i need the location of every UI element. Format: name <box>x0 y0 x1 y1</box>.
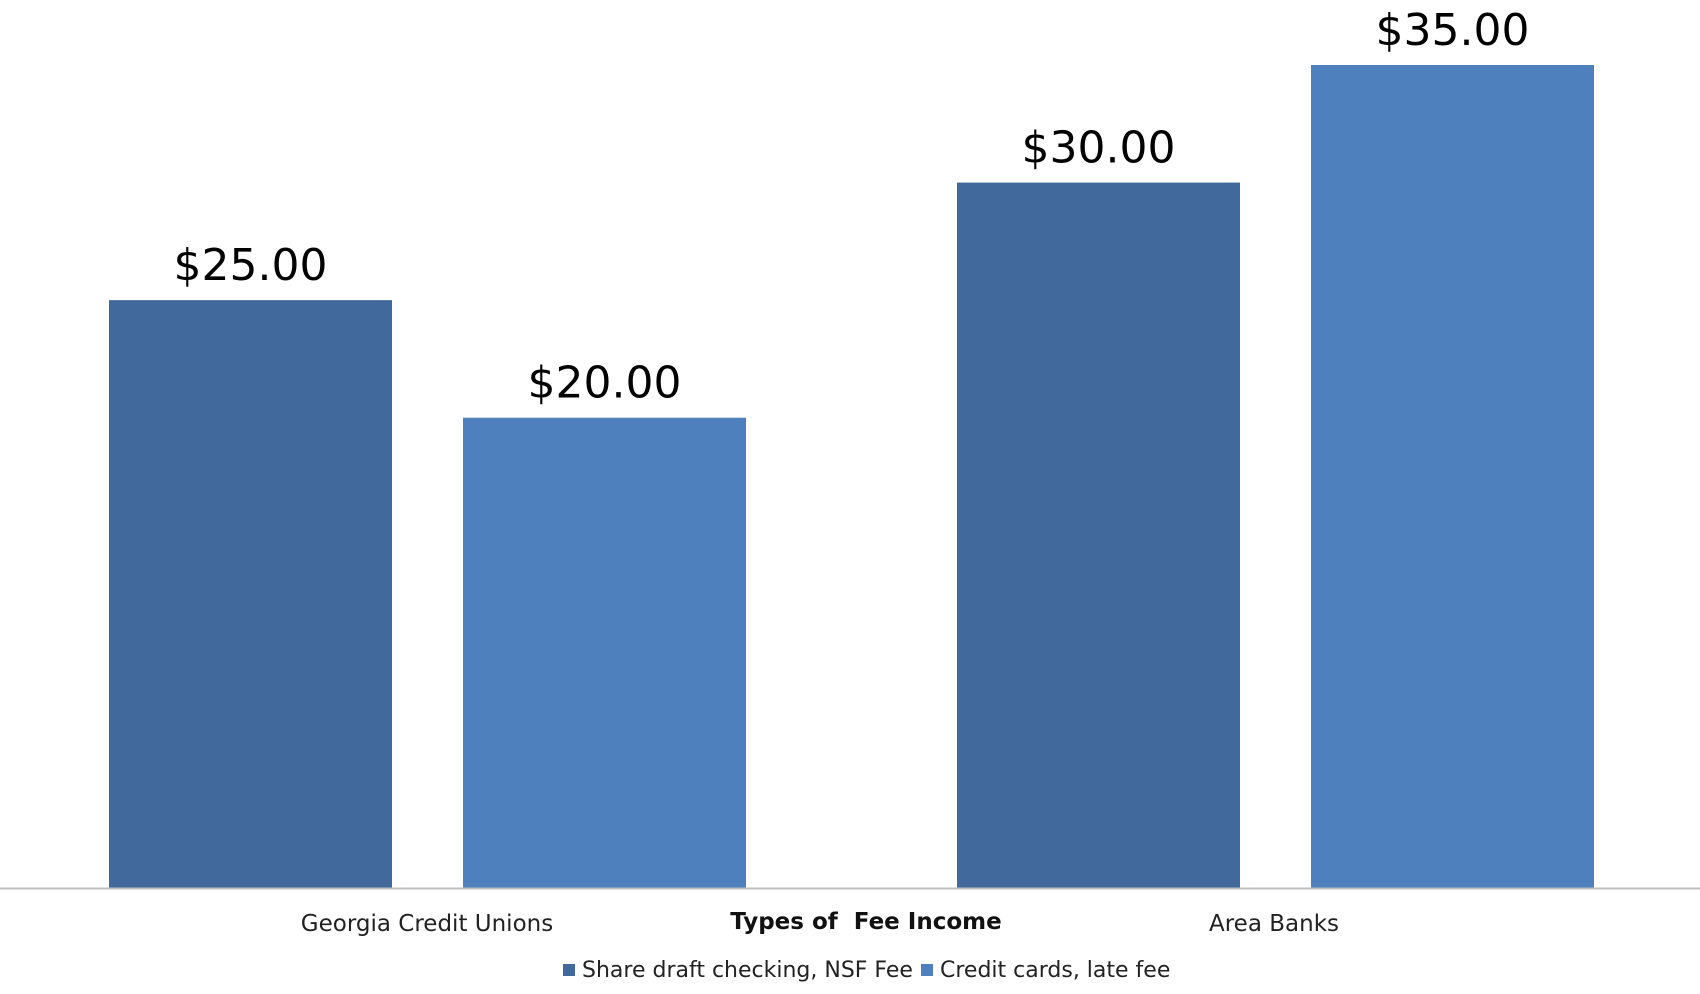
data-label-2-2: $35.00 <box>1376 5 1530 56</box>
category-label-2: Area Banks <box>1209 911 1339 937</box>
data-label-1-1: $25.00 <box>174 240 328 291</box>
bar-1-2 <box>957 182 1240 889</box>
data-label-2-1: $20.00 <box>528 358 682 409</box>
legend-swatch-2 <box>921 964 933 976</box>
legend-swatch-1 <box>563 964 575 976</box>
category-label-1: Georgia Credit Unions <box>301 911 553 937</box>
legend-label-2: Credit cards, late fee <box>940 958 1170 983</box>
bar-1-1 <box>109 300 392 889</box>
legend: Share draft checking, NSF Fee Credit card… <box>563 958 1170 983</box>
category-labels-group: Georgia Credit Unions Area Banks <box>301 911 1339 937</box>
bars-group <box>109 65 1594 889</box>
data-labels-group: $25.00 $30.00 $20.00 $35.00 <box>174 5 1530 409</box>
bar-2-1 <box>463 417 746 888</box>
data-label-1-2: $30.00 <box>1022 123 1176 174</box>
legend-label-1: Share draft checking, NSF Fee <box>582 958 913 983</box>
bar-2-2 <box>1311 65 1594 888</box>
x-axis-title: Types of Fee Income <box>730 909 1001 935</box>
